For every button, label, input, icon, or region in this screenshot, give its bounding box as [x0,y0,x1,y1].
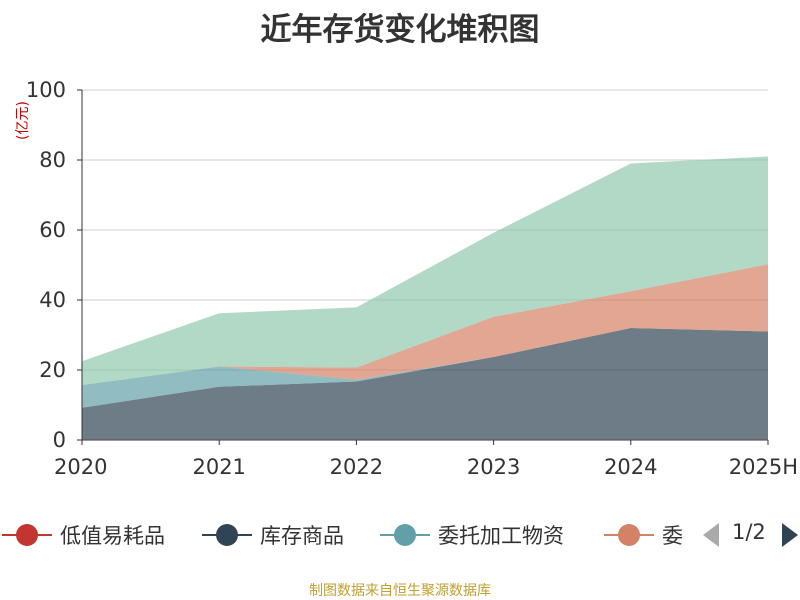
area-series-1 [82,328,768,440]
y-tick-label: 20 [39,358,66,382]
chart-plot: 0 20 40 60 80 100 2020 2021 2022 2023 2024 2025H [26,78,798,479]
legend-label: 低值易耗品 [60,524,165,548]
legend-marker [202,515,252,555]
legend-marker [604,515,654,555]
y-tick-label: 60 [39,218,66,242]
area-series-3 [82,264,768,386]
y-tick-label: 40 [39,288,66,312]
legend-marker [2,515,52,555]
x-tick-label: 2022 [330,455,383,479]
legend-item[interactable]: 委托加工物资 [380,515,564,555]
x-tick-label: 2020 [54,455,107,479]
data-source-note: 制图数据来自恒生聚源数据库 [309,583,491,599]
area-series-4 [82,156,768,386]
x-tick-label: 2021 [192,455,245,479]
legend-pager: 1/2 [700,515,800,555]
legend-prev-page-button[interactable] [703,523,719,547]
chart-title: 近年存货变化堆积图 [260,12,540,48]
x-tick-label: 2024 [604,455,657,479]
legend-label: 委 [662,524,683,548]
legend: 低值易耗品 库存商品 委托加工物资 委 1/2 [0,515,800,555]
legend-page-indicator: 1/2 [732,520,766,544]
legend-marker [380,515,430,555]
y-tick-label: 0 [53,428,66,452]
legend-items: 低值易耗品 库存商品 委托加工物资 委 [0,515,686,555]
legend-item[interactable]: 低值易耗品 [2,515,165,555]
y-tick-label: 80 [39,148,66,172]
x-tick-label: 2025H [729,455,798,479]
legend-item[interactable]: 委 [604,515,683,555]
x-tick-label: 2023 [467,455,520,479]
y-tick-label: 100 [26,78,66,102]
legend-label: 库存商品 [260,524,344,548]
legend-next-page-button[interactable] [782,523,798,547]
legend-label: 委托加工物资 [438,524,564,548]
area-series-2 [82,328,768,408]
legend-item[interactable]: 库存商品 [202,515,344,555]
